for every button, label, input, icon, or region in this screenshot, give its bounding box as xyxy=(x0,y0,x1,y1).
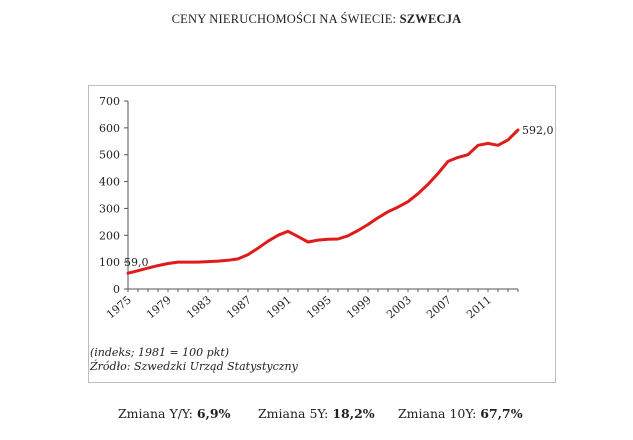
stat-yy-label: Zmiana Y/Y: xyxy=(118,406,193,421)
y-tick-label: 300 xyxy=(99,202,120,215)
chart-title: CENY NIERUCHOMOŚCI NA ŚWIECIE: SZWECJA xyxy=(0,12,633,27)
x-tick-label: 1999 xyxy=(344,293,374,321)
chart-title-prefix: CENY NIERUCHOMOŚCI NA ŚWIECIE: xyxy=(171,12,397,26)
x-tick-label: 2007 xyxy=(424,293,454,321)
source-note: Źródło: Szwedzki Urząd Statystyczny xyxy=(90,360,298,373)
x-tick-label: 1991 xyxy=(264,293,294,321)
y-tick-label: 100 xyxy=(99,256,120,269)
stat-10y: Zmiana 10Y: 67,7% xyxy=(398,406,523,421)
x-tick-label: 1979 xyxy=(144,293,174,321)
x-tick-label: 2003 xyxy=(384,293,414,321)
data-label: 59,0 xyxy=(124,256,149,269)
y-tick-label: 200 xyxy=(99,229,120,242)
x-tick-label: 1987 xyxy=(224,293,254,321)
y-tick-label: 700 xyxy=(99,95,120,108)
y-tick-label: 600 xyxy=(99,122,120,135)
stat-yy: Zmiana Y/Y: 6,9% xyxy=(118,406,230,421)
series-line xyxy=(126,128,520,275)
stat-5y-value: 18,2% xyxy=(332,406,375,421)
y-tick-label: 500 xyxy=(99,149,120,162)
data-label: 592,0 xyxy=(522,124,554,137)
y-tick-label: 400 xyxy=(99,176,120,189)
chart-frame xyxy=(88,85,556,383)
stat-10y-value: 67,7% xyxy=(480,406,523,421)
x-tick-label: 1995 xyxy=(304,293,334,321)
chart-title-country: SZWECJA xyxy=(399,12,462,26)
x-tick-label: 1975 xyxy=(104,293,134,321)
stat-10y-label: Zmiana 10Y: xyxy=(398,406,477,421)
index-note: (indeks; 1981 = 100 pkt) xyxy=(90,346,230,359)
y-tick-label: 0 xyxy=(113,283,120,296)
stat-yy-value: 6,9% xyxy=(196,406,231,421)
stat-5y-label: Zmiana 5Y: xyxy=(258,406,329,421)
x-tick-label: 1983 xyxy=(184,293,214,321)
stat-5y: Zmiana 5Y: 18,2% xyxy=(258,406,375,421)
x-tick-label: 2011 xyxy=(464,293,494,321)
